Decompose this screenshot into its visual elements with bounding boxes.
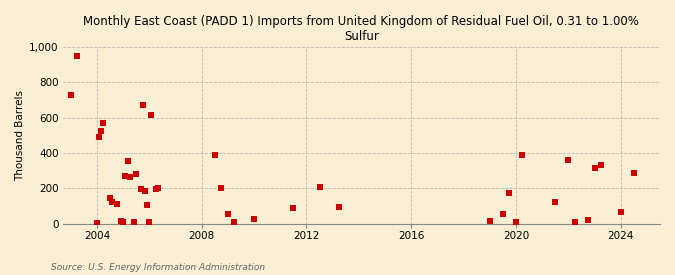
Point xyxy=(314,185,325,189)
Point xyxy=(140,189,151,193)
Point xyxy=(96,129,107,133)
Point xyxy=(129,220,140,224)
Title: Monthly East Coast (PADD 1) Imports from United Kingdom of Residual Fuel Oil, 0.: Monthly East Coast (PADD 1) Imports from… xyxy=(84,15,639,43)
Point xyxy=(151,187,161,191)
Point xyxy=(137,103,148,108)
Point xyxy=(117,220,128,224)
Point xyxy=(229,220,240,224)
Point xyxy=(223,212,234,216)
Point xyxy=(119,174,130,178)
Point xyxy=(628,171,639,176)
Point xyxy=(485,219,495,223)
Point xyxy=(288,206,299,210)
Point xyxy=(595,163,606,168)
Point xyxy=(510,220,521,224)
Point xyxy=(94,135,105,139)
Point xyxy=(504,191,515,195)
Point xyxy=(570,220,580,224)
Point xyxy=(105,196,115,200)
Point xyxy=(589,166,600,170)
Point xyxy=(333,205,344,209)
Text: Source: U.S. Energy Information Administration: Source: U.S. Energy Information Administ… xyxy=(51,263,265,272)
Point xyxy=(517,153,528,157)
Point xyxy=(65,92,76,97)
Point xyxy=(583,218,593,222)
Point xyxy=(216,186,227,191)
Point xyxy=(122,159,133,163)
Point xyxy=(111,202,122,207)
Point xyxy=(144,220,155,224)
Point xyxy=(550,199,561,204)
Point xyxy=(72,54,82,58)
Point xyxy=(497,212,508,216)
Point xyxy=(153,186,163,191)
Point xyxy=(209,153,220,157)
Point xyxy=(563,158,574,162)
Point xyxy=(616,210,626,214)
Point xyxy=(131,172,142,177)
Point xyxy=(107,199,117,204)
Point xyxy=(98,121,109,125)
Point xyxy=(124,175,135,179)
Point xyxy=(135,187,146,191)
Point xyxy=(146,113,157,117)
Y-axis label: Thousand Barrels: Thousand Barrels xyxy=(15,90,25,181)
Point xyxy=(248,217,259,222)
Point xyxy=(115,219,126,223)
Point xyxy=(92,221,103,225)
Point xyxy=(142,203,153,207)
